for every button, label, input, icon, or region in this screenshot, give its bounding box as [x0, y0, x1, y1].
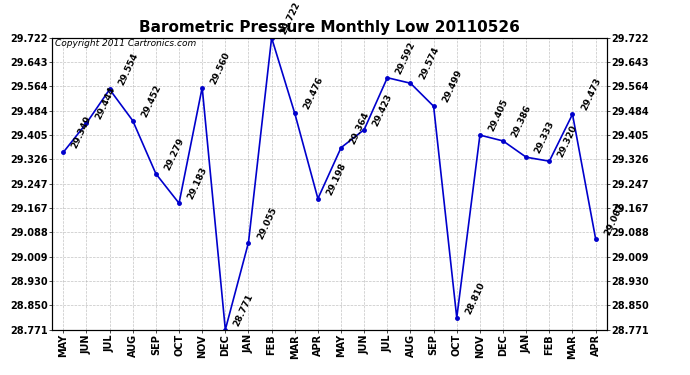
Text: 29.574: 29.574 [417, 45, 440, 81]
Text: 29.423: 29.423 [371, 92, 394, 128]
Text: 29.183: 29.183 [186, 166, 209, 201]
Text: 29.349: 29.349 [70, 115, 93, 150]
Text: Copyright 2011 Cartronics.com: Copyright 2011 Cartronics.com [55, 39, 196, 48]
Text: 29.405: 29.405 [487, 98, 510, 133]
Text: 29.198: 29.198 [325, 161, 348, 196]
Text: 29.476: 29.476 [302, 76, 325, 111]
Text: 29.067: 29.067 [602, 201, 625, 237]
Text: 28.810: 28.810 [464, 280, 486, 315]
Text: 29.554: 29.554 [117, 52, 139, 87]
Text: 29.386: 29.386 [510, 104, 533, 139]
Text: 29.499: 29.499 [441, 69, 464, 104]
Text: 29.592: 29.592 [394, 40, 417, 75]
Text: 28.771: 28.771 [233, 292, 255, 327]
Text: 29.444: 29.444 [93, 86, 117, 121]
Text: 29.722: 29.722 [279, 0, 302, 36]
Text: 29.560: 29.560 [209, 50, 232, 86]
Text: 29.320: 29.320 [556, 124, 579, 159]
Text: 29.333: 29.333 [533, 120, 556, 155]
Title: Barometric Pressure Monthly Low 20110526: Barometric Pressure Monthly Low 20110526 [139, 20, 520, 35]
Text: 29.279: 29.279 [163, 136, 186, 172]
Text: 29.055: 29.055 [255, 205, 278, 240]
Text: 29.452: 29.452 [139, 83, 163, 118]
Text: 29.473: 29.473 [580, 76, 602, 112]
Text: 29.364: 29.364 [348, 110, 371, 146]
